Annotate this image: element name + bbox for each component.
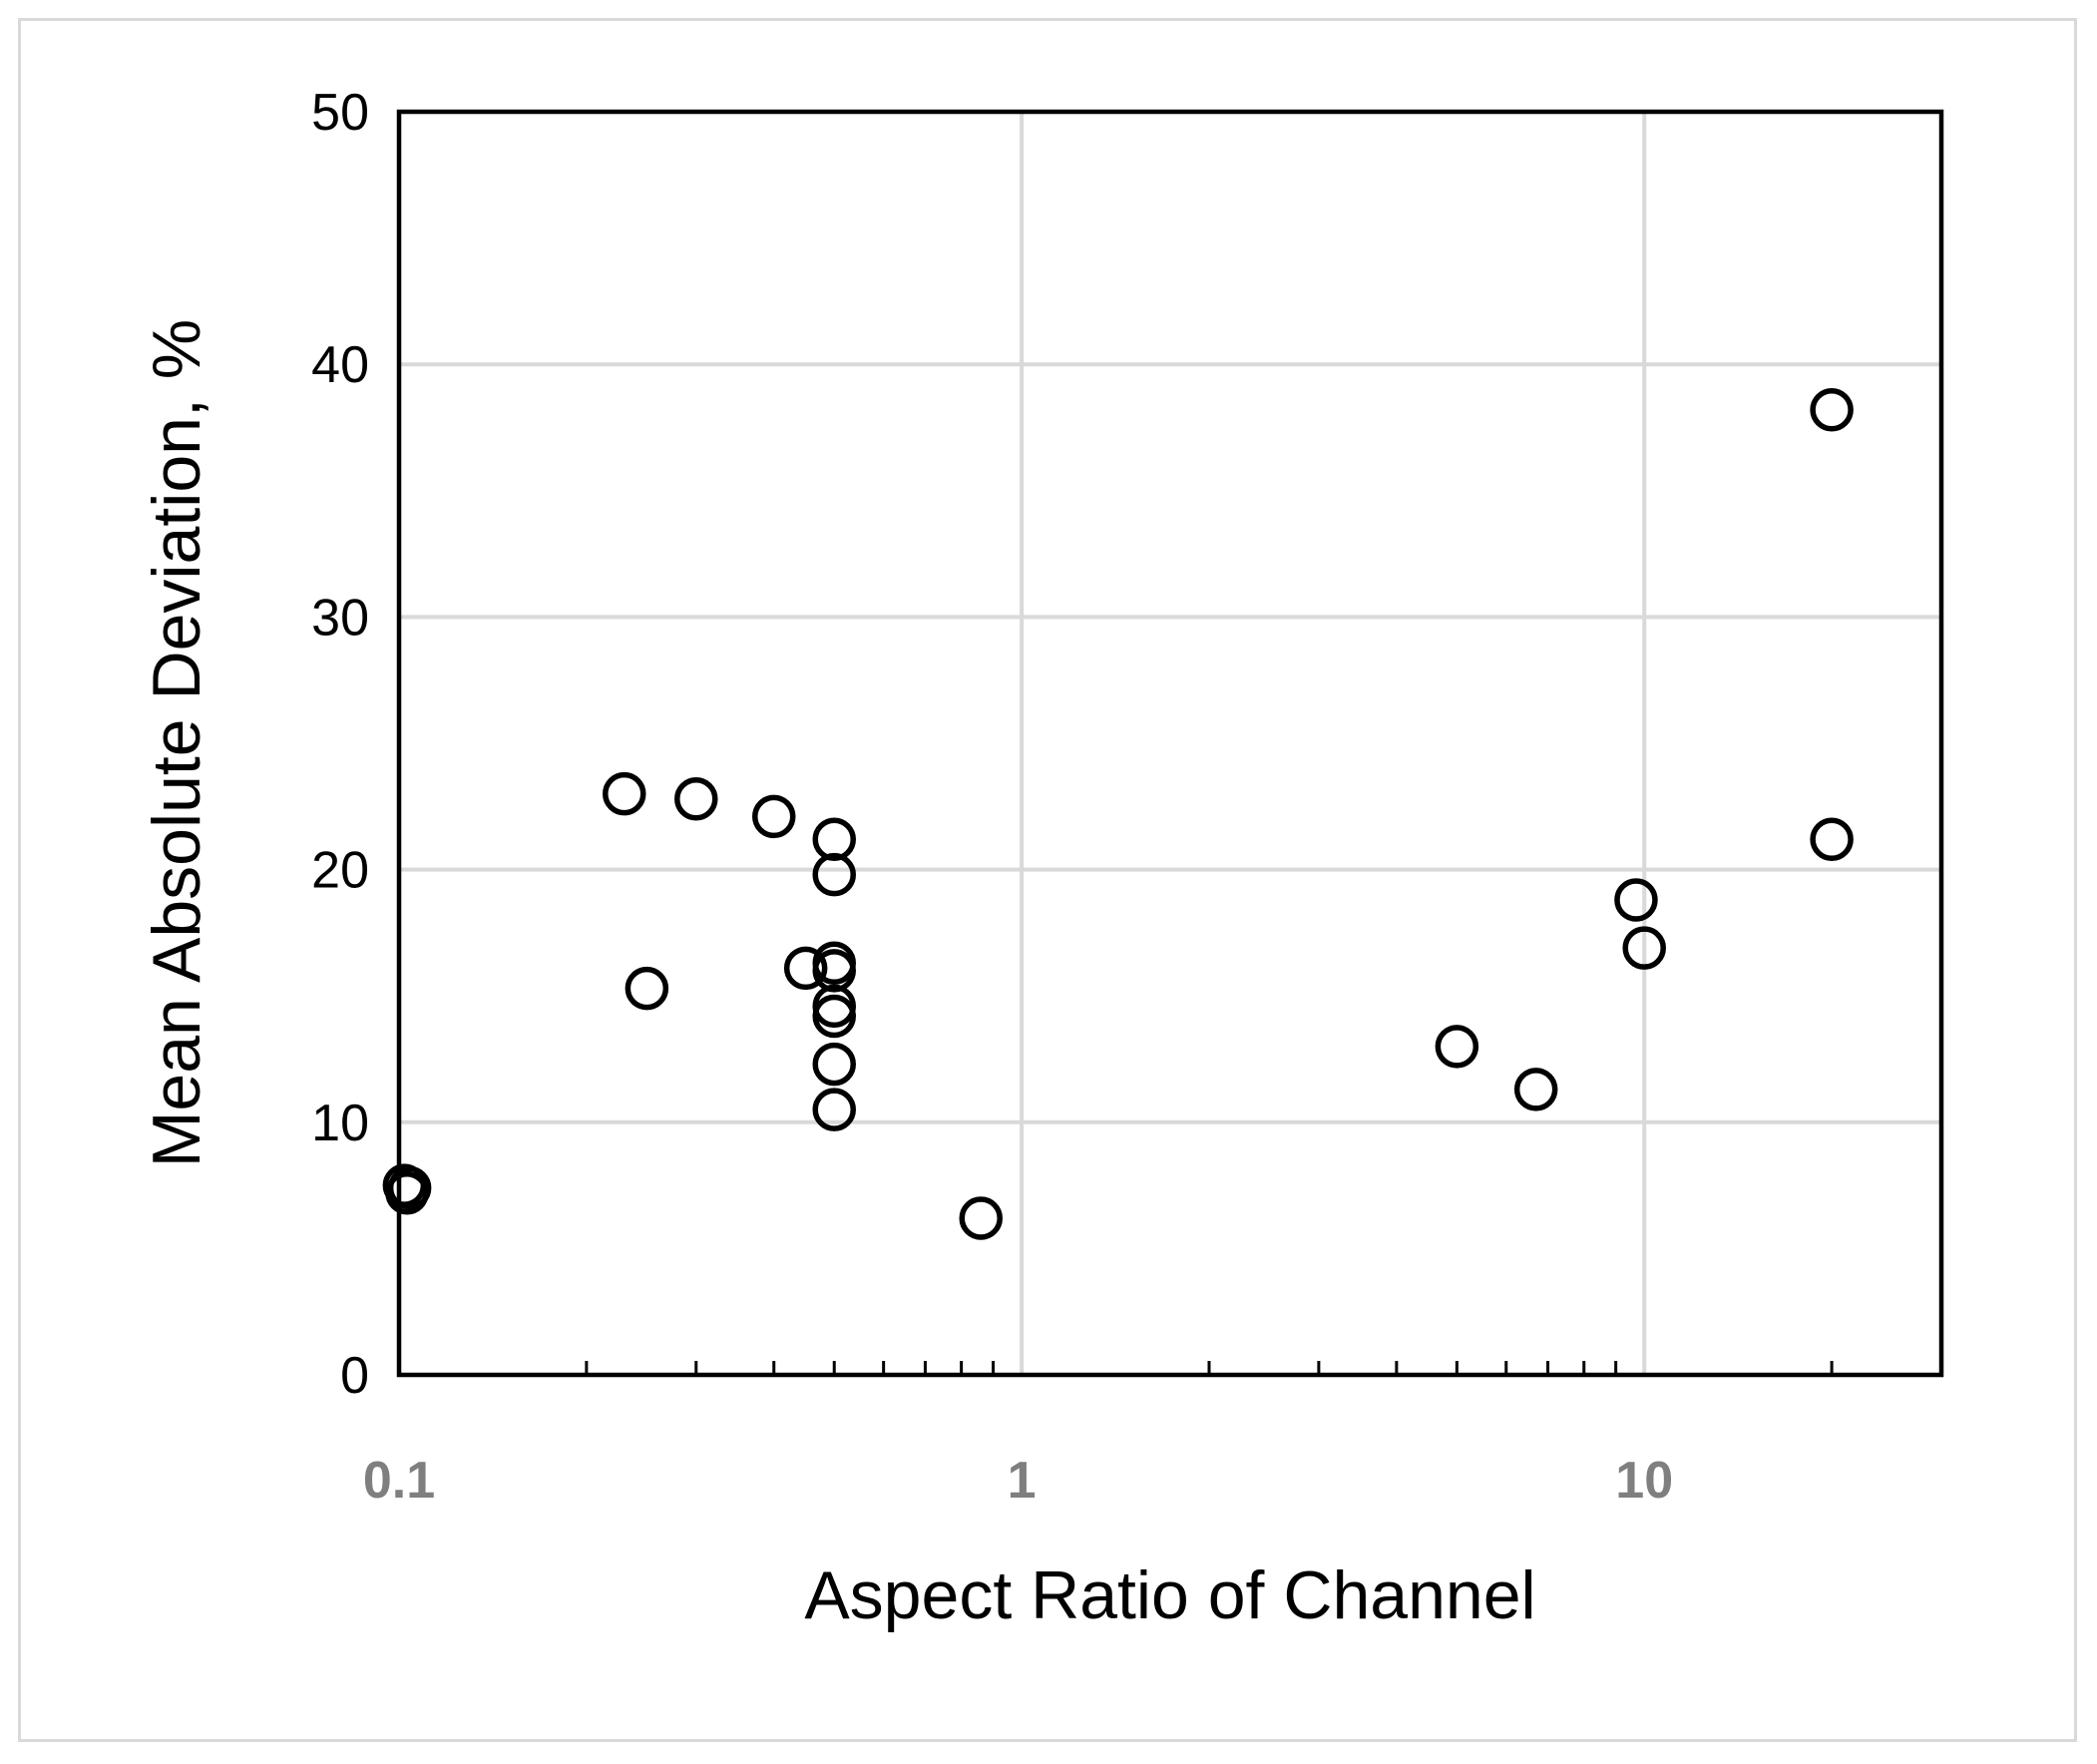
data-point xyxy=(1622,926,1666,970)
data-point xyxy=(752,794,796,839)
data-point xyxy=(959,1196,1003,1240)
x-tick-label: 10 xyxy=(1615,1452,1673,1510)
data-point xyxy=(783,946,828,991)
gridlines xyxy=(399,112,1941,1375)
data-point xyxy=(1810,388,1854,432)
data-point xyxy=(1513,1068,1558,1111)
y-tick-label: 50 xyxy=(311,84,369,142)
x-tick-labels: 0.1 1 10 xyxy=(363,1452,1673,1510)
x-tick-label: 0.1 xyxy=(363,1452,435,1510)
data-point xyxy=(1435,1025,1479,1069)
chart-frame xyxy=(18,18,2077,1742)
y-tick-labels: 0 10 20 30 40 50 xyxy=(311,84,369,1405)
data-point xyxy=(1614,878,1658,922)
x-axis-title: Aspect Ratio of Channel xyxy=(804,1557,1535,1633)
data-point xyxy=(812,817,856,861)
data-points xyxy=(382,388,1854,1240)
data-point xyxy=(812,852,856,897)
data-point xyxy=(812,1088,856,1131)
data-point xyxy=(674,776,718,821)
data-point xyxy=(812,994,856,1039)
y-tick-label: 40 xyxy=(311,336,369,394)
data-point xyxy=(387,1165,432,1210)
data-point xyxy=(603,771,646,816)
data-point xyxy=(1810,817,1854,861)
y-tick-label: 0 xyxy=(340,1347,369,1405)
y-tick-label: 20 xyxy=(311,842,369,900)
y-tick-label: 10 xyxy=(311,1095,369,1152)
data-point xyxy=(812,1042,856,1087)
y-tick-label: 30 xyxy=(311,589,369,647)
plot-area xyxy=(396,109,1944,1378)
data-point xyxy=(625,966,669,1011)
x-tick-label: 1 xyxy=(1008,1452,1037,1510)
minor-ticks xyxy=(585,1361,1834,1375)
y-axis-title: Mean Absolute Deviation, % xyxy=(139,319,214,1168)
